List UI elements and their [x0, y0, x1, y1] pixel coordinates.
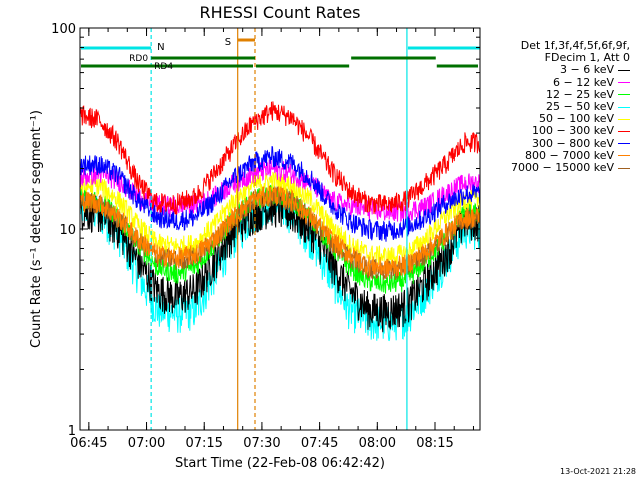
chart-title: RHESSI Count Rates	[200, 3, 361, 22]
x-tick-label: 08:15	[416, 436, 453, 451]
legend-entry: 7000 − 15000 keV	[480, 161, 630, 175]
legend-header-line-2: FDecim 1, Att 0	[544, 51, 630, 65]
x-tick-label: 06:45	[70, 436, 107, 451]
legend-entry: 50 − 100 keV	[480, 113, 630, 125]
series-300-800-kev	[79, 146, 481, 242]
legend-swatch	[618, 82, 630, 84]
timestamp: 13-Oct-2021 21:28	[560, 467, 636, 476]
x-tick-label: 08:00	[359, 436, 396, 451]
series-100-300-kev	[79, 101, 481, 215]
y-tick-label: 10	[59, 223, 76, 238]
rd4-label: RD4	[154, 62, 173, 72]
legend-entry: 6 − 12 keV	[480, 75, 630, 89]
legend-entry-label: 100 − 300 keV	[532, 124, 614, 138]
legend-entry-label: 7000 − 15000 keV	[511, 161, 614, 175]
series-6-12-kev	[79, 159, 481, 223]
axis-layer: 06:45 07:00 07:15 07:30 07:45 08:00 08:15 1 10 10…	[51, 22, 480, 451]
legend-swatch	[618, 167, 630, 169]
y-tick-label: 1	[68, 424, 76, 439]
legend-entry-label: 3 − 6 keV	[560, 63, 614, 77]
legend-entry-label: 6 − 12 keV	[553, 75, 614, 89]
x-tick-label: 07:30	[243, 436, 280, 451]
legend-entry: 300 − 800 keV	[480, 136, 630, 150]
legend-entry-label: 25 − 50 keV	[546, 100, 614, 114]
legend-entries: 3 − 6 keV 6 − 12 keV 12 − 25 keV 25 − 50 ke…	[480, 64, 630, 174]
y-axis-label: Count Rate (s⁻¹ detector segment⁻¹)	[29, 110, 44, 348]
rd0-label: RD0	[129, 54, 148, 64]
series-800-7000-kev	[79, 185, 481, 279]
legend-entry-label: 800 − 7000 keV	[525, 148, 614, 162]
x-tick-label: 07:00	[128, 436, 165, 451]
legend-swatch	[618, 155, 630, 157]
saa-label: S	[225, 37, 231, 48]
y-tick-label: 100	[51, 22, 76, 37]
legend-entry-label: 12 − 25 keV	[546, 87, 614, 101]
legend-header-line-1: Det 1f,3f,4f,5f,6f,9f,	[520, 39, 630, 52]
x-tick-label: 07:15	[185, 436, 222, 451]
x-axis-label: Start Time (22-Feb-08 06:42:42)	[175, 456, 385, 471]
legend-swatch	[618, 106, 630, 108]
legend-swatch	[618, 70, 630, 71]
legend-swatch	[618, 94, 630, 96]
legend-entry: 3 − 6 keV	[480, 64, 630, 76]
legend-entry: 12 − 25 keV	[480, 87, 630, 101]
legend-entry: 100 − 300 keV	[480, 125, 630, 137]
overlay-layer: N S RD0 RD4	[81, 28, 480, 430]
legend-swatch	[618, 118, 630, 120]
legend-swatch	[618, 131, 630, 133]
legend: Det 1f,3f,4f,5f,6f,9f, FDecim 1, Att 0 3…	[480, 39, 630, 174]
series-layer	[79, 101, 481, 342]
legend-entry: 800 − 7000 keV	[480, 148, 630, 162]
x-tick-label: 07:45	[301, 436, 338, 451]
legend-entry-label: 300 − 800 keV	[532, 136, 614, 150]
night-label: N	[157, 42, 164, 53]
legend-swatch	[618, 143, 630, 145]
legend-entry-label: 50 − 100 keV	[539, 112, 614, 126]
legend-entry: 25 − 50 keV	[480, 100, 630, 114]
